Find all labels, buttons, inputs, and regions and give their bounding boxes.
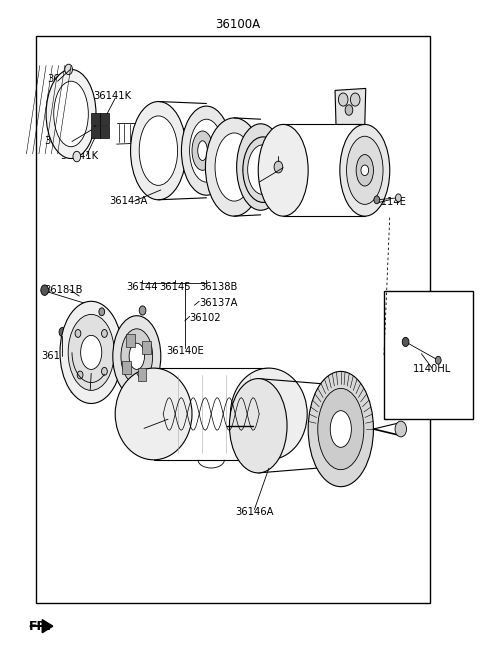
Circle shape (274, 161, 283, 173)
Bar (91, 113, 100, 125)
Circle shape (361, 165, 369, 176)
Ellipse shape (271, 179, 276, 187)
Circle shape (139, 306, 146, 315)
Text: 36138B: 36138B (199, 282, 238, 292)
Circle shape (256, 160, 265, 174)
Ellipse shape (192, 131, 213, 170)
Text: 36182: 36182 (119, 376, 151, 386)
Text: 36170: 36170 (70, 384, 101, 395)
Ellipse shape (268, 174, 279, 193)
Text: 36102: 36102 (190, 313, 221, 324)
Ellipse shape (129, 343, 144, 369)
Ellipse shape (131, 102, 186, 200)
Ellipse shape (215, 133, 253, 201)
Text: 36146A: 36146A (235, 507, 274, 517)
Ellipse shape (81, 335, 102, 369)
Ellipse shape (318, 388, 364, 470)
Text: 36145: 36145 (159, 282, 191, 292)
Polygon shape (335, 88, 366, 124)
Text: 36181B: 36181B (44, 284, 83, 295)
Circle shape (402, 337, 409, 346)
Circle shape (102, 367, 108, 375)
Text: 36139: 36139 (47, 73, 79, 84)
Circle shape (435, 356, 441, 364)
Circle shape (267, 191, 272, 197)
Bar (100, 126, 109, 138)
Ellipse shape (181, 106, 231, 195)
Ellipse shape (246, 141, 275, 193)
Text: 36140E: 36140E (166, 346, 204, 356)
Circle shape (395, 421, 407, 437)
Bar (384, 291, 473, 419)
Bar (36, 36, 430, 603)
Circle shape (65, 64, 72, 75)
Circle shape (99, 308, 105, 316)
Text: 36143A: 36143A (109, 196, 148, 206)
Ellipse shape (230, 368, 307, 460)
Circle shape (41, 285, 48, 295)
Text: 36170A: 36170A (125, 425, 163, 436)
Circle shape (73, 151, 81, 162)
Ellipse shape (60, 301, 122, 403)
Ellipse shape (198, 141, 207, 160)
Ellipse shape (248, 145, 278, 195)
Ellipse shape (190, 119, 223, 182)
Ellipse shape (308, 371, 373, 487)
Ellipse shape (356, 155, 373, 186)
Circle shape (350, 93, 360, 106)
Ellipse shape (205, 118, 263, 216)
Ellipse shape (265, 160, 279, 184)
Ellipse shape (237, 124, 285, 210)
Text: 36183: 36183 (41, 350, 73, 361)
Circle shape (396, 194, 401, 202)
Circle shape (75, 329, 81, 337)
Text: 36114E: 36114E (369, 197, 407, 208)
Text: 36137A: 36137A (199, 297, 238, 308)
Circle shape (345, 105, 353, 115)
Text: 36141K: 36141K (44, 136, 82, 147)
Text: 36141K: 36141K (94, 91, 132, 102)
Bar (126, 334, 135, 347)
Text: 1140HL: 1140HL (413, 364, 451, 375)
Ellipse shape (347, 136, 383, 204)
Circle shape (77, 371, 83, 379)
Ellipse shape (54, 81, 88, 147)
Ellipse shape (243, 137, 283, 202)
Circle shape (338, 93, 348, 106)
FancyArrow shape (30, 620, 53, 633)
Ellipse shape (258, 124, 308, 216)
Text: 36141K: 36141K (60, 151, 98, 161)
Circle shape (59, 328, 66, 337)
Ellipse shape (340, 124, 390, 216)
Bar (100, 113, 109, 125)
Ellipse shape (139, 116, 178, 185)
Circle shape (374, 196, 380, 204)
Ellipse shape (269, 167, 275, 178)
Bar (91, 126, 100, 138)
Bar (142, 341, 151, 354)
Ellipse shape (229, 379, 287, 473)
Ellipse shape (121, 329, 153, 384)
Ellipse shape (115, 368, 192, 460)
Bar (138, 368, 146, 381)
Ellipse shape (330, 411, 351, 447)
Text: 36127A: 36127A (235, 177, 274, 187)
Ellipse shape (68, 314, 114, 390)
Ellipse shape (46, 69, 96, 159)
Circle shape (102, 329, 108, 337)
Text: FR.: FR. (29, 620, 52, 633)
Bar (122, 361, 131, 374)
Circle shape (89, 302, 94, 309)
Ellipse shape (113, 316, 161, 397)
Text: 36100A: 36100A (215, 18, 260, 31)
Text: 36144: 36144 (126, 282, 157, 292)
